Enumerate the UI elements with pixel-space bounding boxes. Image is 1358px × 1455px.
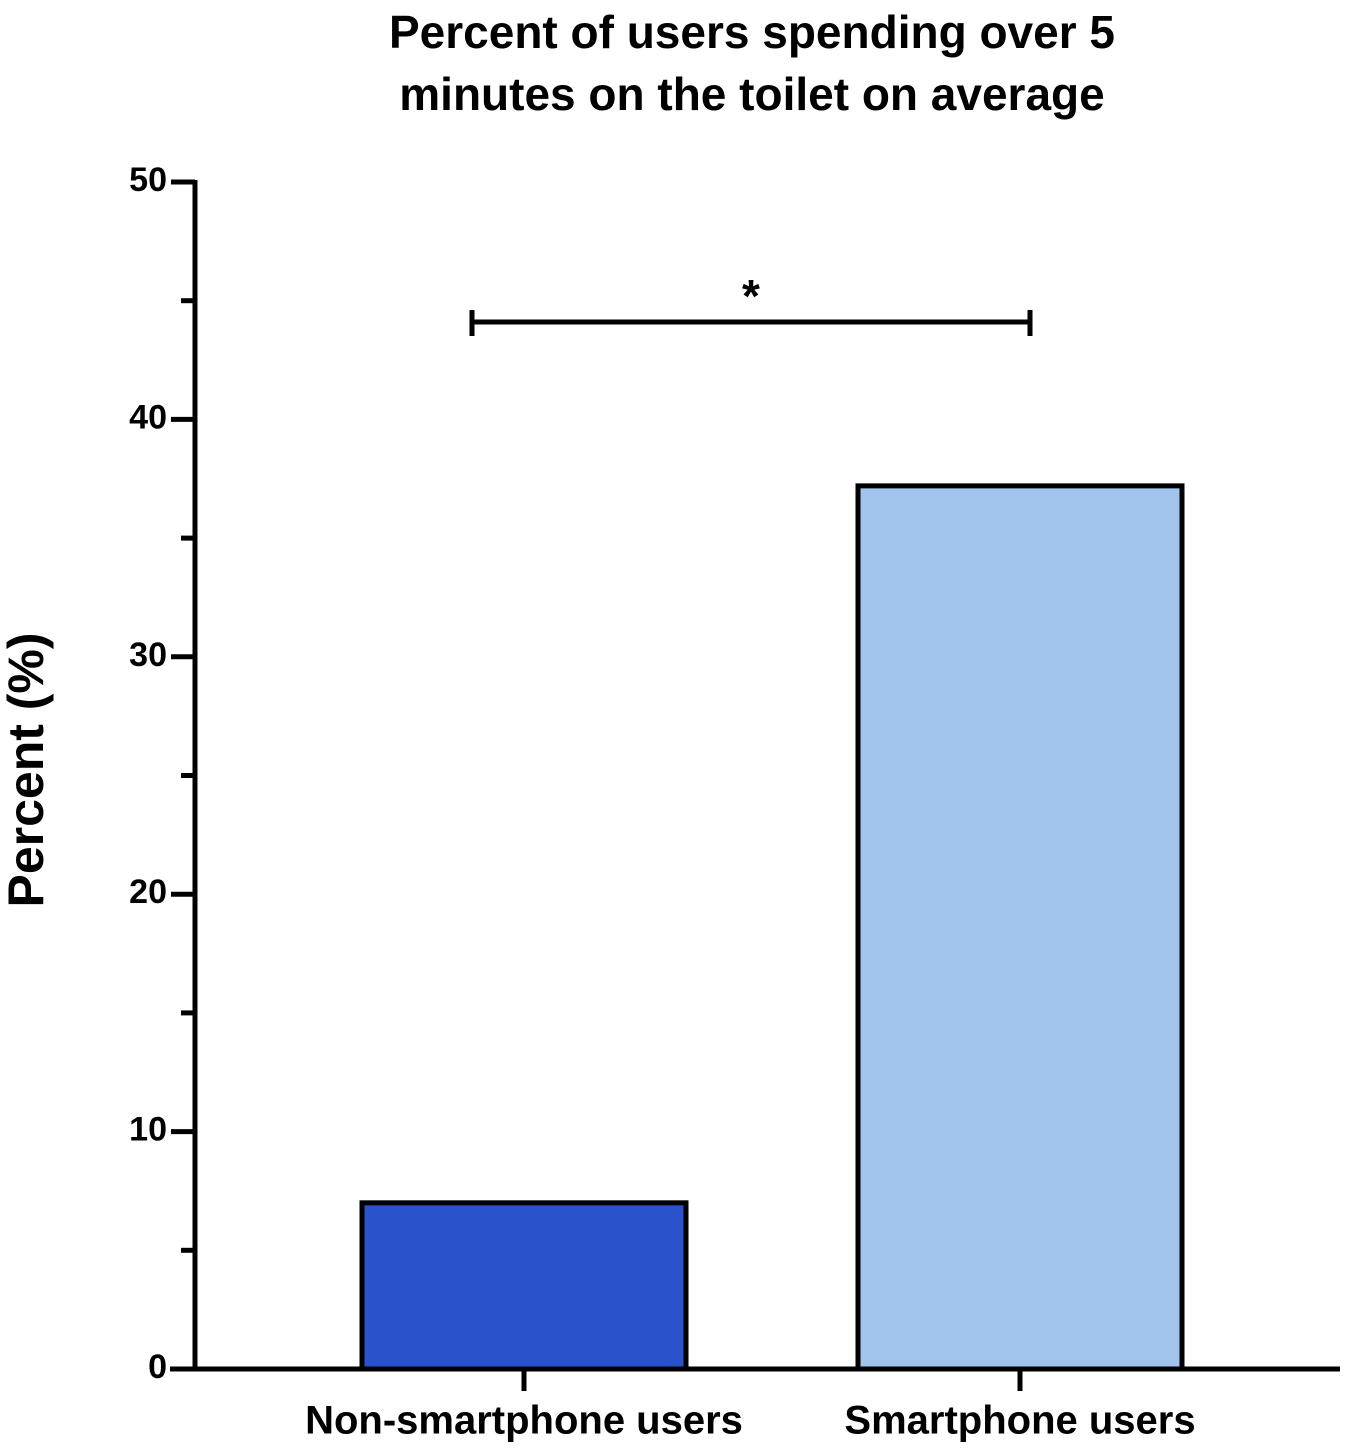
chart-title: Percent of users spending over 5	[389, 6, 1115, 58]
bar	[855, 483, 1185, 1372]
y-tick-label: 0	[148, 1348, 167, 1386]
y-tick-label: 40	[129, 398, 167, 436]
bar	[359, 1200, 689, 1372]
x-tick-label: Smartphone users	[844, 1399, 1195, 1443]
chart-title: minutes on the toilet on average	[399, 68, 1104, 120]
y-tick-label: 30	[129, 636, 167, 674]
significance-label: *	[742, 270, 760, 322]
x-tick-label: Non-smartphone users	[305, 1399, 743, 1443]
y-tick-label: 10	[129, 1111, 167, 1149]
y-tick-label: 20	[129, 873, 167, 911]
y-axis-label: Percent (%)	[0, 632, 54, 907]
y-tick-label: 50	[129, 161, 167, 199]
